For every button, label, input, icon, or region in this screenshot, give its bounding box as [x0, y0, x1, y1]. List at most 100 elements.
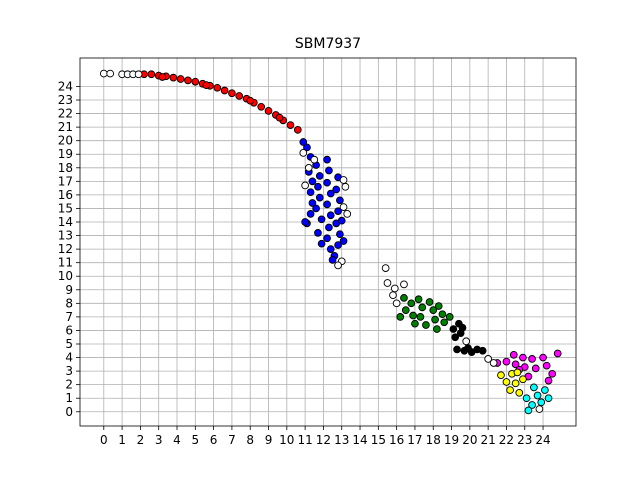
data-point — [409, 311, 417, 320]
data-point — [522, 394, 531, 403]
data-point — [524, 406, 533, 415]
data-point — [553, 349, 562, 358]
y-tick-label: 19 — [58, 147, 73, 161]
y-tick-label: 22 — [58, 107, 73, 121]
series-7 — [99, 69, 544, 413]
data-point — [515, 388, 524, 397]
data-point — [106, 69, 115, 78]
data-point — [326, 245, 335, 253]
data-point — [314, 182, 322, 191]
x-tick-label: 17 — [407, 433, 422, 447]
y-tick-label: 23 — [58, 93, 73, 107]
data-point — [99, 69, 108, 78]
series-6 — [522, 383, 553, 415]
data-point — [339, 203, 348, 211]
data-point — [411, 319, 419, 328]
data-point — [334, 241, 342, 249]
data-point — [257, 102, 266, 111]
x-tick-label: 15 — [371, 433, 386, 447]
data-point — [544, 394, 553, 403]
y-tick-label: 5 — [65, 337, 73, 351]
x-tick-label: 16 — [389, 433, 404, 447]
data-point — [542, 361, 551, 370]
plot-area-frame — [79, 57, 577, 427]
data-point — [511, 379, 520, 388]
data-point — [548, 369, 557, 378]
x-tick-label: 4 — [173, 433, 181, 447]
data-point — [293, 125, 302, 134]
data-point — [246, 96, 255, 105]
data-point — [312, 204, 320, 213]
data-point — [513, 368, 522, 377]
series-5 — [497, 368, 527, 397]
data-point — [530, 383, 538, 392]
data-point — [433, 325, 441, 333]
data-point — [544, 376, 553, 385]
data-point — [286, 121, 295, 129]
data-point — [304, 163, 313, 172]
data-point — [383, 279, 392, 287]
y-tick-label: 4 — [65, 351, 73, 365]
data-point — [343, 210, 352, 218]
y-tick-label: 9 — [65, 283, 73, 297]
data-point — [462, 337, 471, 346]
x-tick-label: 2 — [137, 433, 145, 447]
data-point — [531, 364, 540, 373]
data-point — [326, 211, 335, 220]
y-tick-label: 13 — [58, 229, 73, 243]
data-point — [431, 315, 439, 324]
data-point — [519, 353, 527, 362]
x-tick-label: 11 — [297, 433, 312, 447]
y-tick-label: 11 — [58, 256, 73, 270]
data-point — [264, 107, 273, 115]
data-points — [99, 69, 562, 415]
x-tick-label: 5 — [191, 433, 199, 447]
data-point — [392, 299, 401, 308]
data-point — [425, 298, 434, 306]
y-tick-label: 12 — [58, 242, 73, 256]
data-point — [528, 401, 536, 409]
data-point — [407, 299, 416, 308]
data-point — [440, 318, 449, 327]
data-point — [389, 291, 397, 300]
data-point — [275, 113, 284, 122]
data-point — [328, 256, 337, 264]
data-point — [228, 89, 236, 98]
x-tick-label: 8 — [246, 433, 254, 447]
chart-title: SBM7937 — [295, 36, 361, 52]
series-1 — [299, 138, 348, 264]
data-point — [308, 177, 317, 186]
data-point — [506, 386, 514, 394]
data-point — [299, 149, 308, 157]
data-point — [519, 375, 527, 384]
data-point — [484, 355, 492, 363]
x-tick-label: 13 — [334, 433, 349, 447]
x-tick-label: 12 — [316, 433, 331, 447]
data-point — [535, 405, 544, 413]
data-point — [339, 176, 348, 184]
y-tick-label: 7 — [65, 310, 73, 324]
y-tick-label: 16 — [58, 188, 73, 202]
data-point — [315, 172, 324, 180]
data-point — [306, 188, 315, 197]
data-point — [422, 321, 430, 329]
data-point — [314, 229, 322, 237]
data-point — [301, 181, 309, 190]
data-point — [416, 313, 425, 321]
data-point — [509, 350, 518, 359]
data-point — [502, 378, 511, 386]
data-point — [317, 239, 326, 248]
series-3 — [449, 319, 487, 356]
data-point — [308, 199, 317, 207]
data-point — [306, 210, 315, 218]
data-point — [464, 344, 472, 352]
data-point — [326, 189, 335, 198]
data-point — [134, 70, 143, 79]
y-tick-label: 8 — [65, 296, 73, 310]
data-point — [337, 216, 346, 225]
x-tick-label: 0 — [100, 433, 108, 447]
data-point — [202, 81, 211, 89]
x-tick-label: 10 — [279, 433, 294, 447]
data-point — [323, 178, 331, 187]
data-point — [400, 294, 408, 302]
